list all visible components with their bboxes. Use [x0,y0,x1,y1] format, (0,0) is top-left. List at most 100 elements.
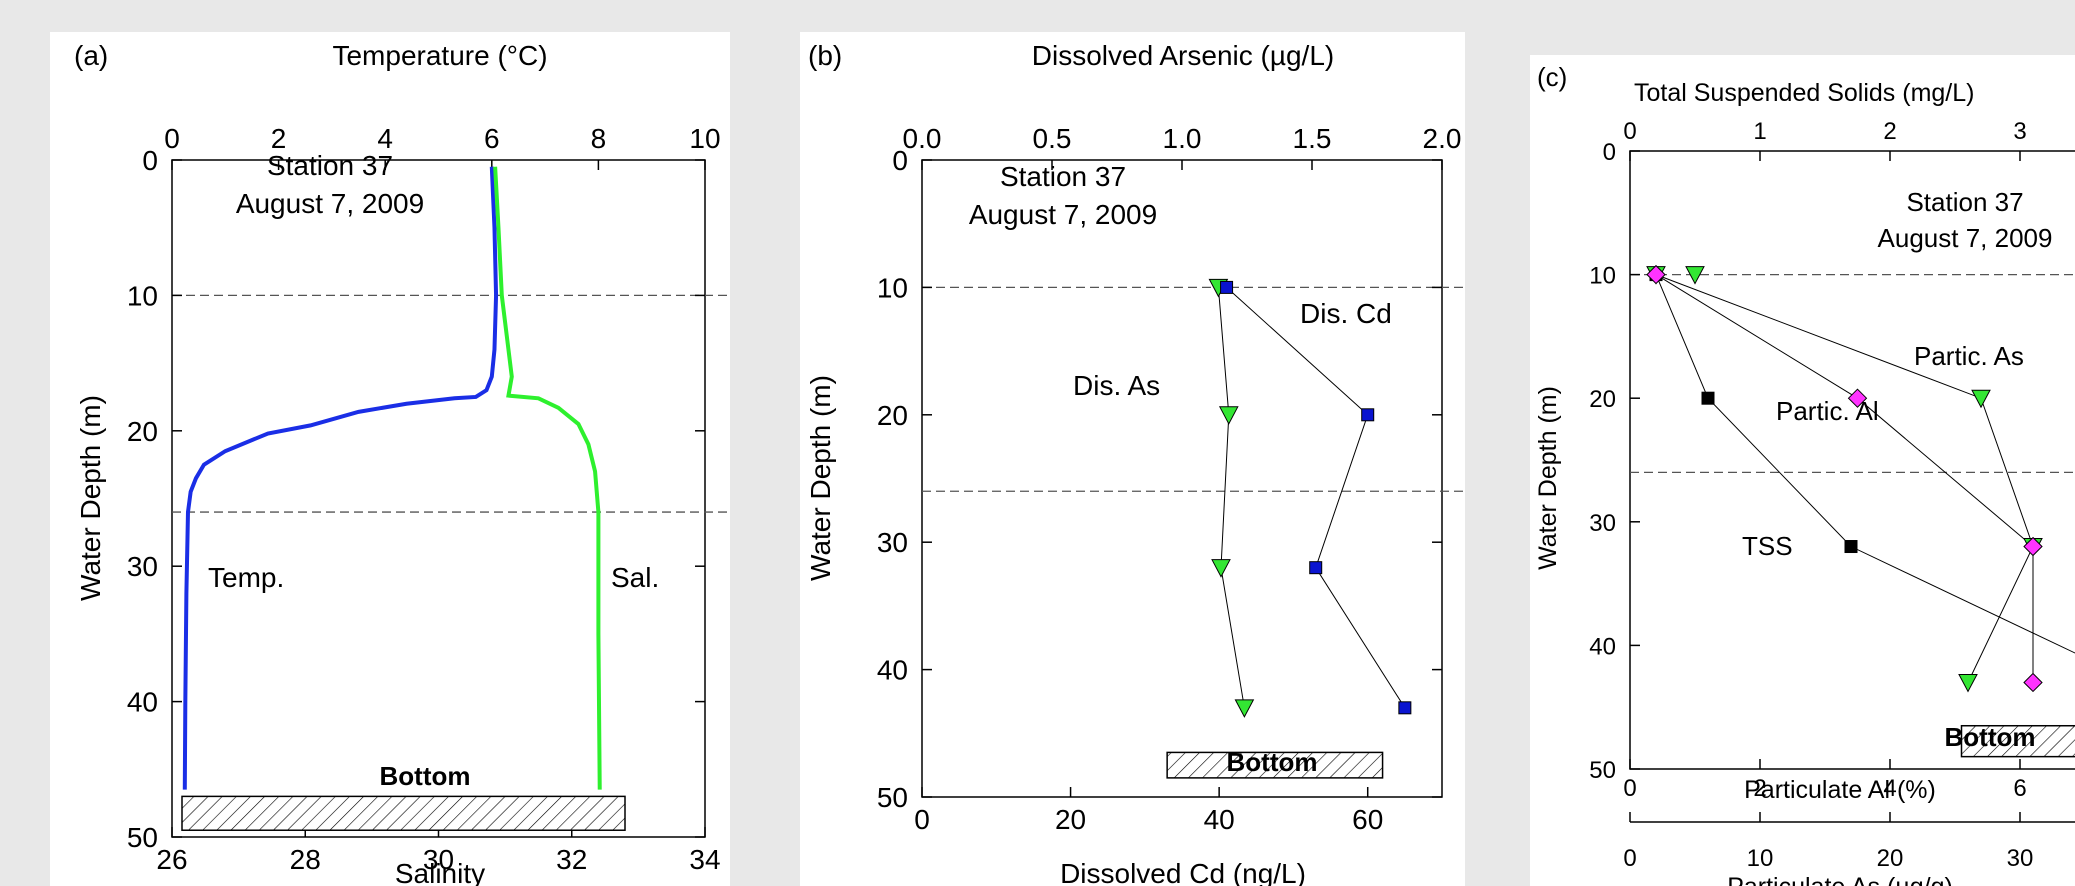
y-tick-label: 40 [877,655,908,686]
top-tick-label: 2 [1883,118,1896,145]
y-tick-label: 30 [1589,510,1616,537]
top-tick-label: 1 [1753,118,1766,145]
top-tick-label: 0 [164,123,180,154]
as-tick-label: 20 [1877,845,1904,872]
partic-as-marker [1685,266,1705,285]
left-axis-title-c: Water Depth (m) [1534,386,1562,570]
bottom-bar [181,795,626,831]
top-axis-title-a: Temperature (°C) [332,40,547,71]
panel-b: 0 10 20 30 40 50 0.0 0.5 1.0 1.5 2.0 0 20 40 60 Bottom… [800,32,1465,886]
al-axis-title: Particulate Al (%) [1744,776,1936,804]
dis-as-marker [1211,559,1231,578]
tss-marker [1701,391,1715,405]
partic-al-marker [2023,536,2043,557]
bottom-tick-label: 20 [1055,804,1086,835]
al-tick-label: 6 [2013,775,2026,802]
bottom-tick-label: 34 [689,844,720,875]
partic-al-marker [1646,264,1666,285]
panel-letter-b: (b) [808,40,842,71]
partic-al-marker [1847,388,1868,408]
bottom-tick-label: 60 [1352,804,1383,835]
bottom-label: Bottom [1227,747,1318,777]
bottom-axis-title-a: Salinity [395,858,485,886]
as-tick-label: 30 [2007,845,2034,872]
bottom-label: Bottom [380,761,471,791]
tss-line [1655,274,2075,654]
partic-al-marker [2023,672,2043,693]
station-label-a: Station 37 [267,150,393,181]
panel-letter-c: (c) [1537,62,1567,92]
top-tick-label: 0.0 [903,123,942,154]
y-tick-label: 20 [127,416,158,447]
dis-cd-label: Dis. Cd [1300,298,1392,329]
station-label-c: Station 37 [1906,187,2023,217]
temperature-series-line [182,166,499,790]
bottom-bar [1960,724,2075,758]
top-tick-label: 8 [591,123,607,154]
station-label-b: Station 37 [1000,161,1126,192]
top-axis-title-c: Total Suspended Solids (mg/L) [1634,79,1974,107]
date-label-c: August 7, 2009 [1878,223,2053,253]
bottom-tick-label: 40 [1204,804,1235,835]
top-tick-label: 10 [689,123,720,154]
tss-label: TSS [1742,531,1793,561]
tss-marker [1844,540,1858,554]
as-axis-title: Particulate As (µg/g) [1727,873,1953,886]
y-tick-label: 20 [1589,386,1616,413]
y-tick-label: 30 [877,527,908,558]
y-tick-label: 20 [877,400,908,431]
partic-as-marker [1958,673,1978,693]
dis-cd-marker [1220,280,1234,294]
as-tick-label: 10 [1747,845,1774,872]
bottom-tick-label: 30 [423,844,454,875]
dis-as-marker [1218,406,1239,425]
salinity-series-line [493,166,602,790]
y-tick-label: 10 [127,280,158,311]
top-tick-label: 1.5 [1293,123,1332,154]
dis-as-label: Dis. As [1073,370,1160,401]
top-tick-label: 6 [484,123,500,154]
temp-series-label: Temp. [208,562,284,593]
top-tick-label: 3 [2013,118,2026,145]
y-tick-label: 0 [892,145,908,176]
al-tick-label: 4 [1883,775,1896,802]
top-tick-label: 4 [377,123,393,154]
y-tick-label: 0 [1603,139,1616,166]
dis-as-marker [1234,699,1255,718]
y-tick-label: 40 [1589,633,1616,660]
y-tick-label: 50 [877,782,908,813]
top-tick-label: 0.5 [1033,123,1072,154]
dis-cd-marker [1309,561,1323,575]
as-tick-label: 0 [1623,845,1636,872]
y-tick-label: 0 [142,145,158,176]
partic-as-label: Partic. As [1914,341,2024,371]
left-axis-title-a: Water Depth (m) [75,395,106,601]
bottom-label: Bottom [1945,722,2036,752]
top-tick-label: 1.0 [1163,123,1202,154]
y-tick-label: 50 [1589,757,1616,784]
bottom-tick-label: 28 [290,844,321,875]
partic-al-label: Partic. Al [1776,396,1879,426]
bottom-axis-title-b: Dissolved Cd (ng/L) [1060,858,1306,886]
date-label-b: August 7, 2009 [969,199,1157,230]
dis-as-line [1217,287,1245,708]
bottom-tick-label: 32 [556,844,587,875]
y-tick-label: 10 [1589,263,1616,290]
bottom-bar [1166,751,1384,779]
panel-letter-a: (a) [74,40,108,71]
dis-cd-marker [1361,408,1375,422]
partic-as-line [1655,274,2034,683]
partic-as-marker [1971,389,1991,409]
y-tick-label: 30 [127,551,158,582]
y-tick-label: 50 [127,822,158,853]
panel-c: 010203040500123402460102030 Bottom (c) T… [1530,55,2075,886]
al-tick-label: 2 [1753,775,1766,802]
left-axis-title-b: Water Depth (m) [805,375,836,581]
partic-al-line [1655,274,2034,683]
top-axis-title-b: Dissolved Arsenic (µg/L) [1032,40,1334,71]
bottom-tick-label: 0 [914,804,930,835]
bottom-tick-label: 26 [156,844,187,875]
top-tick-label: 0 [1623,118,1636,145]
